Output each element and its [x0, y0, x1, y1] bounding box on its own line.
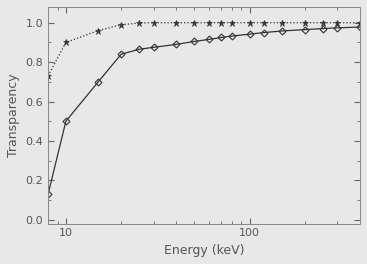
- Y-axis label: Transparency: Transparency: [7, 73, 20, 157]
- X-axis label: Energy (keV): Energy (keV): [164, 244, 244, 257]
